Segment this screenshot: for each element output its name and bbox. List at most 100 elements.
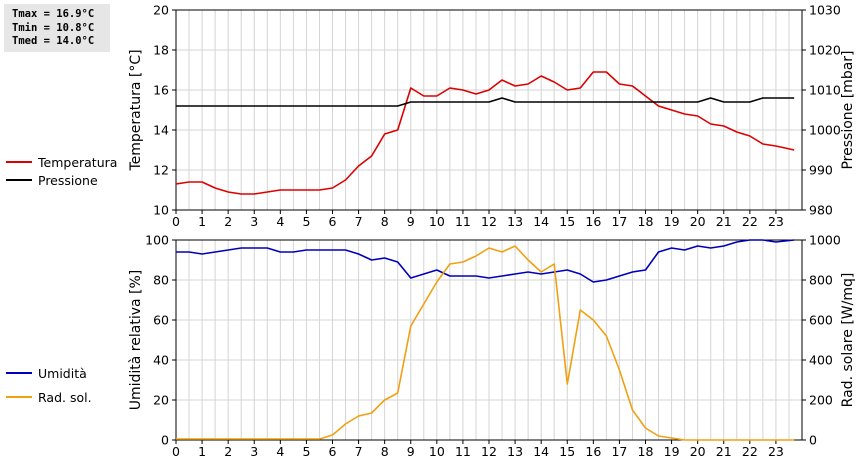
legend-label-pressione: Pressione [38, 172, 98, 188]
chart-panel-bottom: 0 1 2 3 4 5 6 7 8 9 10 11 12 13 14 15 16 17 18 19 20 21 22 2302… [128, 233, 856, 460]
x-tick-label: 6 [329, 444, 337, 459]
y2-tick-label: 200 [809, 393, 833, 408]
legend-swatch-umidita [6, 372, 32, 374]
legend-item-radsol: Rad. sol. [6, 388, 92, 406]
y2-tick-label: 980 [809, 203, 833, 218]
legend-swatch-temperatura [6, 161, 32, 163]
y-tick-label: 20 [153, 393, 169, 408]
x-tick-label: 17 [611, 214, 627, 229]
x-tick-label: 1 [198, 214, 206, 229]
y2-tick-label: 1010 [809, 83, 841, 98]
x-tick-label: 10 [429, 214, 445, 229]
tmax-text: Tmax = 16.9°C [12, 8, 95, 20]
x-tick-label: 16 [585, 444, 601, 459]
legend-swatch-radsol [6, 396, 32, 398]
y2-tick-label: 0 [809, 433, 817, 448]
x-tick-label: 19 [664, 444, 680, 459]
x-tick-label: 12 [481, 214, 497, 229]
y2-tick-label: 990 [809, 163, 833, 178]
y2-tick-label: 400 [809, 353, 833, 368]
x-tick-label: 10 [429, 444, 445, 459]
x-tick-label: 9 [407, 444, 415, 459]
y-tick-label: 10 [153, 203, 169, 218]
y-tick-label: 20 [153, 3, 169, 18]
x-tick-label: 5 [302, 214, 310, 229]
x-tick-label: 7 [355, 444, 363, 459]
x-tick-label: 12 [481, 444, 497, 459]
legend-swatch-pressione [6, 179, 32, 181]
stats-box: Tmax = 16.9°C Tmin = 10.8°C Tmed = 14.0°… [4, 4, 110, 52]
x-tick-label: 18 [638, 444, 654, 459]
y-tick-label: 80 [153, 273, 169, 288]
x-tick-label: 22 [742, 444, 758, 459]
x-tick-label: 8 [381, 444, 389, 459]
x-tick-label: 18 [638, 214, 654, 229]
y-tick-label: 40 [153, 353, 169, 368]
y-tick-label: 100 [145, 233, 169, 248]
legend-label-umidita: Umidità [38, 365, 87, 381]
x-tick-label: 19 [664, 214, 680, 229]
legend-item-temperatura: Temperatura [6, 153, 117, 171]
x-tick-label: 13 [507, 214, 523, 229]
x-tick-label: 23 [768, 214, 784, 229]
x-tick-label: 14 [533, 444, 549, 459]
y-tick-label: 14 [153, 123, 169, 138]
x-tick-label: 14 [533, 214, 549, 229]
x-tick-label: 17 [611, 444, 627, 459]
x-tick-label: 6 [329, 214, 337, 229]
y-axis-label: Temperatura [°C] [128, 49, 144, 171]
x-tick-label: 21 [716, 214, 732, 229]
x-tick-label: 11 [455, 444, 471, 459]
x-tick-label: 16 [585, 214, 601, 229]
legend-top: Temperatura Pressione [6, 153, 117, 189]
y2-tick-label: 1000 [809, 233, 841, 248]
series-line-temperatura [175, 71, 795, 195]
x-tick-label: 0 [172, 444, 180, 459]
x-tick-label: 0 [172, 214, 180, 229]
y2-tick-label: 800 [809, 273, 833, 288]
x-tick-label: 11 [455, 214, 471, 229]
x-tick-label: 9 [407, 214, 415, 229]
y2-tick-label: 1020 [809, 43, 841, 58]
x-tick-label: 8 [381, 214, 389, 229]
x-tick-label: 22 [742, 214, 758, 229]
x-tick-label: 20 [690, 214, 706, 229]
x-tick-label: 21 [716, 444, 732, 459]
x-tick-label: 15 [559, 444, 575, 459]
x-tick-label: 4 [276, 444, 284, 459]
y2-tick-label: 1000 [809, 123, 841, 138]
tmin-text: Tmin = 10.8°C [12, 21, 95, 34]
x-tick-label: 2 [224, 444, 232, 459]
x-tick-label: 2 [224, 214, 232, 229]
x-tick-label: 5 [302, 444, 310, 459]
legend-label-temperatura: Temperatura [38, 154, 118, 170]
x-tick-label: 7 [355, 214, 363, 229]
x-tick-label: 1 [198, 444, 206, 459]
legend-item-umidita: Umidità [6, 364, 87, 382]
x-tick-label: 4 [276, 214, 284, 229]
y2-tick-label: 600 [809, 313, 833, 328]
legend-item-pressione: Pressione [6, 171, 117, 189]
tmed-text: Tmed = 14.0°C [12, 35, 95, 47]
x-tick-label: 15 [559, 214, 575, 229]
series-line-rad-sol [176, 245, 795, 441]
y-tick-label: 0 [161, 433, 169, 448]
x-tick-label: 3 [250, 444, 258, 459]
legend-label-radsol: Rad. sol. [38, 389, 92, 405]
y-tick-label: 18 [153, 43, 169, 58]
x-tick-label: 20 [690, 444, 706, 459]
y-tick-label: 16 [153, 83, 169, 98]
series-line-pressione [176, 97, 795, 107]
y-axis-label: Umidità relativa [%] [128, 270, 144, 411]
y-tick-label: 60 [153, 313, 169, 328]
chart-panel-top: 0 1 2 3 4 5 6 7 8 9 10 11 12 13 14 15 16 17 18 19 20 21 22 2310… [128, 3, 856, 230]
series-line-umidit [176, 239, 795, 283]
y2-axis-label: Rad. solare [W/mq] [840, 273, 856, 408]
x-tick-label: 3 [250, 214, 258, 229]
x-tick-label: 23 [768, 444, 784, 459]
y2-axis-label: Pressione [mbar] [840, 50, 856, 169]
x-tick-label: 13 [507, 444, 523, 459]
y-tick-label: 12 [153, 163, 169, 178]
y2-tick-label: 1030 [809, 3, 841, 18]
